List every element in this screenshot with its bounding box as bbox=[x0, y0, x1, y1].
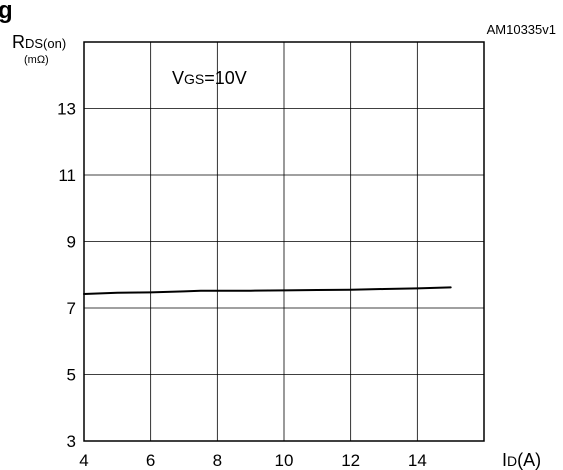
x-tick-label: 4 bbox=[79, 451, 88, 470]
series-line bbox=[84, 287, 451, 294]
y-axis-label-main: R bbox=[12, 32, 25, 52]
y-axis-label: RDS(on) bbox=[12, 32, 66, 52]
y-tick-label: 13 bbox=[57, 100, 76, 119]
y-tick-label: 11 bbox=[58, 166, 76, 185]
annotation-main: V bbox=[172, 68, 184, 88]
figure-code: AM10335v1 bbox=[487, 22, 556, 37]
x-axis-label-unit: (A) bbox=[517, 450, 541, 470]
x-tick-labels: 4 6 8 10 12 14 bbox=[79, 451, 427, 470]
grid bbox=[84, 42, 484, 441]
x-axis-label-sub: D bbox=[507, 453, 517, 469]
y-tick-label: 3 bbox=[67, 432, 76, 451]
y-tick-label: 7 bbox=[67, 299, 76, 318]
x-tick-label: 12 bbox=[341, 451, 360, 470]
annotation-value: =10V bbox=[204, 68, 247, 88]
y-tick-labels: 3 5 7 9 11 13 bbox=[57, 100, 76, 452]
y-axis-unit: (mΩ) bbox=[24, 54, 49, 66]
series-layer bbox=[84, 287, 451, 294]
x-tick-label: 10 bbox=[275, 451, 294, 470]
annotation-sub: GS bbox=[184, 71, 204, 87]
y-axis-label-sub: DS(on) bbox=[25, 36, 66, 51]
x-axis-label: ID(A) bbox=[502, 450, 541, 470]
x-tick-label: 6 bbox=[146, 451, 155, 470]
annotation-vgs: VGS=10V bbox=[172, 68, 247, 88]
y-tick-label: 9 bbox=[67, 233, 76, 252]
x-tick-label: 14 bbox=[408, 451, 427, 470]
x-tick-label: 8 bbox=[213, 451, 222, 470]
y-tick-label: 5 bbox=[67, 366, 76, 385]
figure-label: g bbox=[0, 0, 13, 24]
